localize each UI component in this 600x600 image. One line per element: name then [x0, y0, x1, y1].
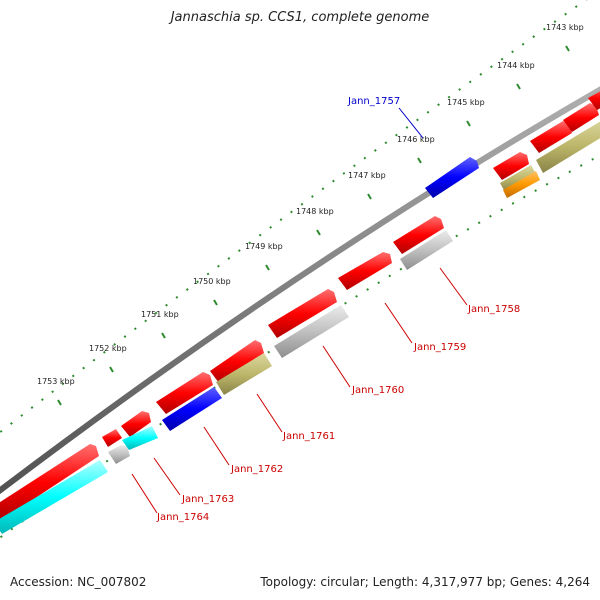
gene-label-Jann_1759[interactable]: Jann_1759 [413, 342, 466, 353]
gene-label-Jann_1757[interactable]: Jann_1757 [347, 96, 400, 107]
gene-label-Jann_1764[interactable]: Jann_1764 [156, 512, 209, 523]
scale-major-tick [316, 229, 321, 236]
scale-label: 1743 kbp [546, 23, 584, 32]
scale-major-tick [265, 264, 270, 271]
gene-forward[interactable] [588, 86, 600, 110]
genome-summary-text: Topology: circular; Length: 4,317,977 bp… [260, 575, 590, 589]
reverse-strand-genes [0, 118, 600, 534]
gene-label-Jann_1760[interactable]: Jann_1760 [351, 385, 404, 396]
gene-reverse-blue[interactable] [162, 387, 222, 431]
scale-major-tick [213, 299, 218, 306]
scale-major-tick [466, 120, 471, 127]
gene-forward[interactable] [268, 289, 337, 338]
scale-label: 1747 kbp [348, 171, 386, 180]
scale-major-tick [57, 399, 62, 406]
scale-label: 1750 kbp [193, 277, 231, 286]
scale-label: 1745 kbp [447, 98, 485, 107]
map-title: Jannaschia sp. CCS1, complete genome [170, 10, 430, 25]
gene-forward[interactable] [338, 252, 392, 290]
gene-reverse-olive[interactable] [500, 165, 536, 192]
gene-forward[interactable] [121, 411, 151, 437]
gene-forward[interactable] [393, 216, 444, 254]
gene-forward[interactable] [493, 152, 529, 180]
scale-label: 1753 kbp [37, 377, 75, 386]
gene-forward[interactable] [156, 372, 213, 414]
scale-major-tick [367, 193, 372, 200]
scale-labels: 1743 kbp 1744 kbp 1745 kbp 1746 kbp 1747… [37, 23, 584, 386]
gene-reverse-olive[interactable] [536, 118, 600, 173]
gene-label-Jann_1761[interactable]: Jann_1761 [282, 431, 335, 442]
forward-strand-genes [0, 86, 600, 520]
gene-reverse[interactable] [108, 445, 130, 464]
scale-label: 1749 kbp [245, 242, 283, 251]
gene-label-Jann_1762[interactable]: Jann_1762 [230, 464, 283, 475]
scale-major-ticks [57, 45, 570, 406]
scale-label: 1746 kbp [397, 135, 435, 144]
gene-reverse-orange[interactable] [503, 171, 540, 198]
inner-scale-dots [0, 154, 600, 539]
scale-label: 1744 kbp [497, 61, 535, 70]
gene-reverse[interactable] [274, 305, 349, 358]
gene-callout-lines [131, 267, 468, 514]
scale-major-tick [516, 83, 521, 90]
gene-forward[interactable] [0, 444, 99, 520]
gene-forward[interactable] [102, 429, 122, 447]
scale-label: 1748 kbp [296, 207, 334, 216]
scale-major-tick [565, 45, 570, 52]
gene-label-Jann_1758[interactable]: Jann_1758 [467, 304, 520, 315]
gene-reverse[interactable] [0, 460, 108, 534]
scale-label: 1752 kbp [89, 344, 127, 353]
gene-Jann_1757[interactable] [425, 157, 479, 198]
callout-line-Jann_1757 [398, 107, 424, 139]
gene-reverse[interactable] [400, 230, 453, 270]
gene-forward[interactable] [210, 340, 264, 383]
gene-label-Jann_1763[interactable]: Jann_1763 [181, 494, 234, 505]
scale-track [0, 0, 588, 434]
scale-major-tick [161, 332, 166, 339]
gene-reverse-olive[interactable] [216, 353, 272, 395]
accession-text: Accession: NC_007802 [10, 575, 147, 589]
scale-major-tick [109, 366, 114, 373]
scale-label: 1751 kbp [141, 310, 179, 319]
genome-backbone [0, 86, 600, 495]
gene-reverse[interactable] [122, 426, 158, 450]
gene-forward[interactable] [563, 103, 599, 132]
gene-forward[interactable] [530, 121, 572, 153]
scale-major-tick [417, 157, 422, 164]
